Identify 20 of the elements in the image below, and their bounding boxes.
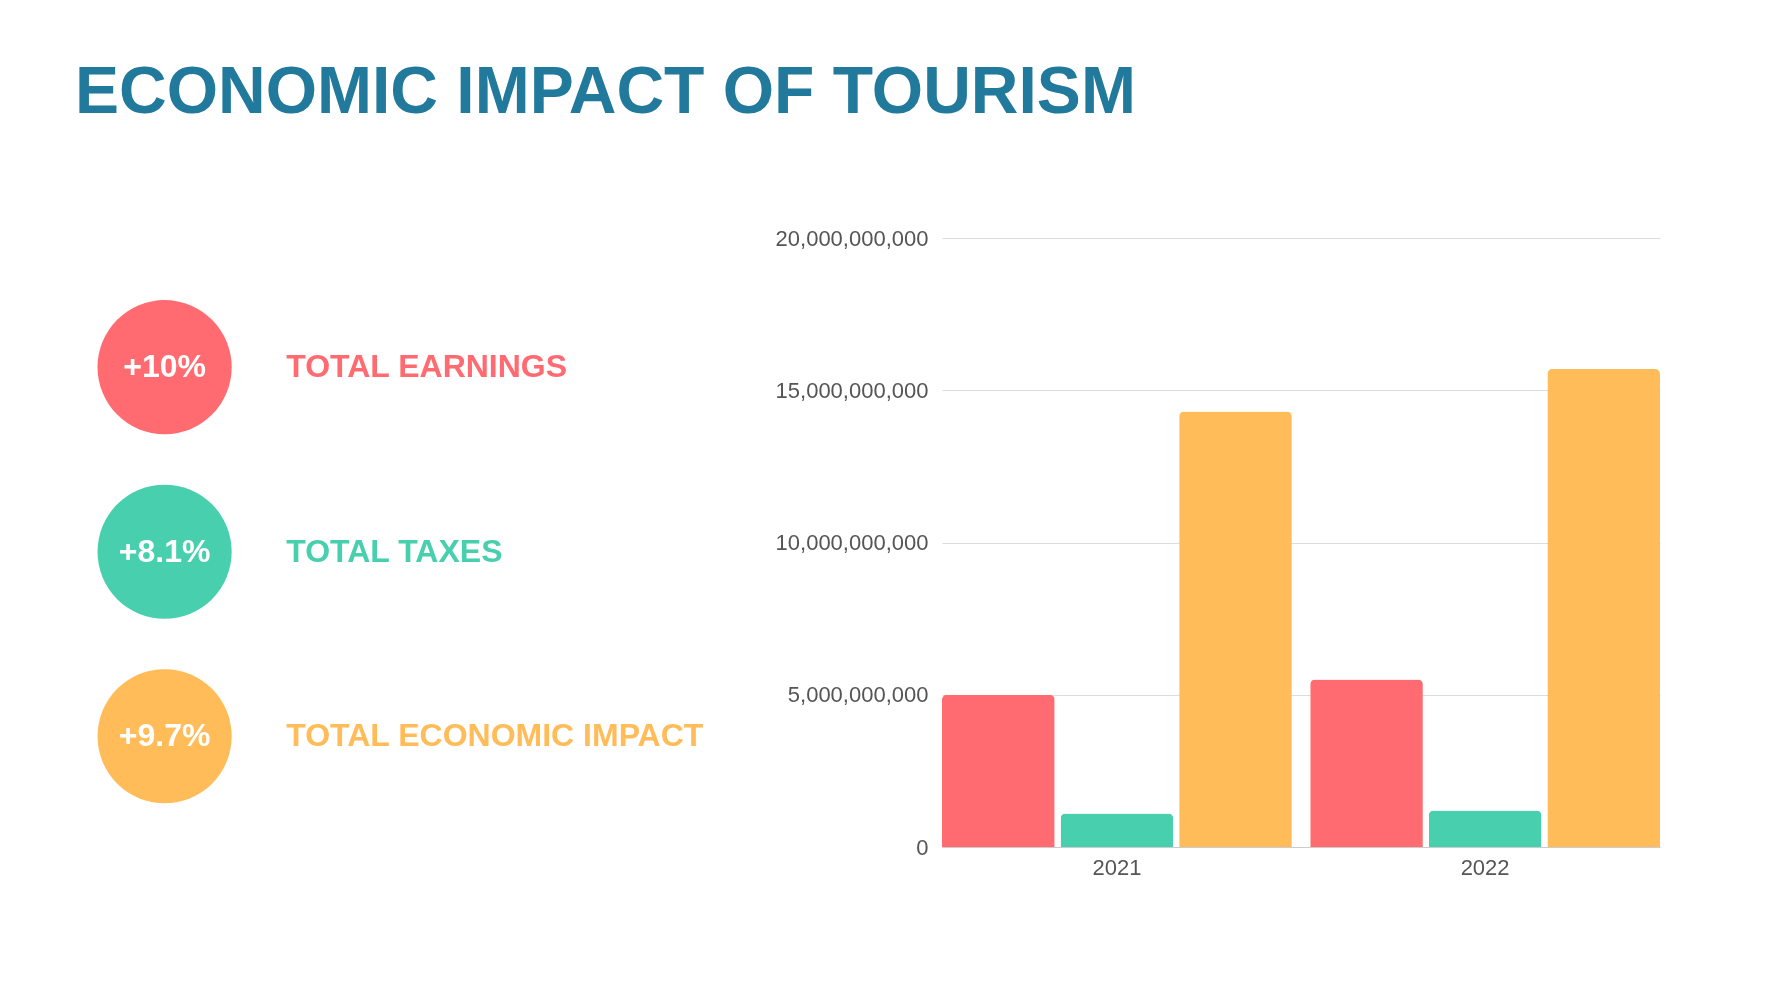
y-tick-label: 15,000,000,000 — [775, 377, 929, 403]
text: +8.1% — [118, 532, 211, 569]
bar — [1428, 810, 1542, 847]
y-tick-label: 0 — [916, 834, 929, 860]
bar — [1179, 411, 1292, 847]
bar — [1060, 813, 1174, 847]
y-tick-label: 20,000,000,000 — [775, 225, 929, 251]
bar — [1547, 368, 1660, 847]
text: TOTAL TAXES — [286, 532, 503, 569]
y-tick-label: 5,000,000,000 — [787, 682, 929, 708]
text: +10% — [123, 348, 206, 385]
text: TOTAL ECONOMIC IMPACT — [286, 717, 704, 754]
text: TOTAL EARNINGS — [286, 348, 568, 385]
x-tick-label: 2021 — [1092, 854, 1142, 880]
chart-title: ECONOMIC IMPACT OF TOURISM — [75, 53, 1136, 127]
y-tick-label: 10,000,000,000 — [775, 530, 929, 555]
bar — [1310, 679, 1423, 847]
x-tick-label: 2022 — [1460, 854, 1510, 880]
text: +9.7% — [118, 717, 211, 754]
bar — [942, 694, 1055, 847]
